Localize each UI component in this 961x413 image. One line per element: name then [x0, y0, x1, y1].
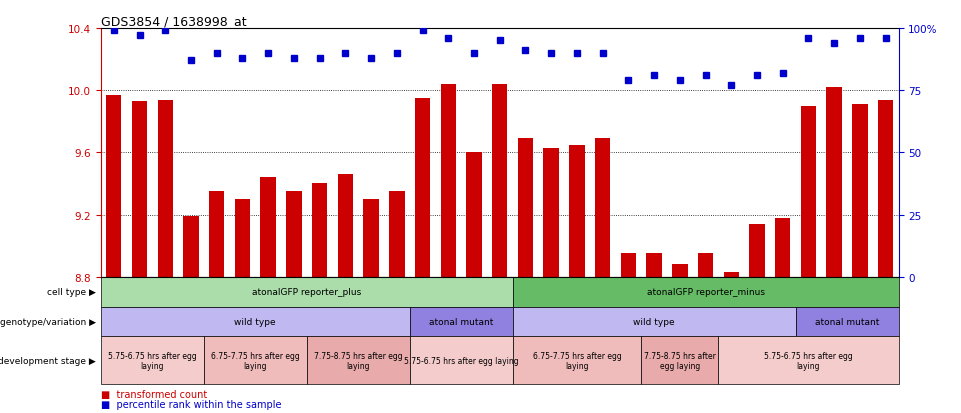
Text: 7.75-8.75 hrs after egg
laying: 7.75-8.75 hrs after egg laying — [314, 351, 403, 370]
Bar — [440, 85, 456, 277]
Text: wild type: wild type — [633, 317, 675, 326]
Text: wild type: wild type — [234, 317, 276, 326]
Bar — [750, 224, 765, 277]
Bar — [569, 145, 584, 277]
Text: atonal mutant: atonal mutant — [429, 317, 493, 326]
Bar — [595, 139, 610, 277]
Text: 5.75-6.75 hrs after egg
laying: 5.75-6.75 hrs after egg laying — [764, 351, 852, 370]
Bar — [492, 85, 507, 277]
Text: GDS3854 / 1638998_at: GDS3854 / 1638998_at — [101, 15, 247, 28]
Bar — [512, 337, 641, 384]
Bar — [234, 199, 250, 277]
Bar — [512, 307, 796, 337]
Bar — [544, 148, 559, 277]
Bar — [409, 307, 512, 337]
Bar — [101, 307, 409, 337]
Text: 5.75-6.75 hrs after egg
laying: 5.75-6.75 hrs after egg laying — [108, 351, 197, 370]
Text: 7.75-8.75 hrs after
egg laying: 7.75-8.75 hrs after egg laying — [644, 351, 716, 370]
Bar — [209, 192, 225, 277]
Bar — [312, 184, 328, 277]
Bar — [415, 99, 431, 277]
Bar — [106, 96, 121, 277]
Bar — [852, 105, 868, 277]
Bar — [307, 337, 409, 384]
Bar — [158, 100, 173, 277]
Text: 6.75-7.75 hrs after egg
laying: 6.75-7.75 hrs after egg laying — [210, 351, 300, 370]
Text: development stage ▶: development stage ▶ — [0, 356, 96, 365]
Bar — [672, 265, 687, 277]
Bar — [204, 337, 307, 384]
Bar — [260, 178, 276, 277]
Bar — [826, 88, 842, 277]
Bar — [801, 107, 816, 277]
Text: atonalGFP reporter_minus: atonalGFP reporter_minus — [647, 287, 765, 297]
Bar — [466, 153, 481, 277]
Text: 6.75-7.75 hrs after egg
laying: 6.75-7.75 hrs after egg laying — [532, 351, 621, 370]
Bar — [132, 102, 147, 277]
Text: ■  percentile rank within the sample: ■ percentile rank within the sample — [101, 399, 282, 409]
Bar — [775, 218, 791, 277]
Bar — [184, 217, 199, 277]
Bar — [647, 254, 662, 277]
Bar — [101, 277, 512, 307]
Bar — [512, 277, 899, 307]
Bar — [409, 337, 512, 384]
Bar — [518, 139, 533, 277]
Bar — [101, 337, 204, 384]
Text: 5.75-6.75 hrs after egg laying: 5.75-6.75 hrs after egg laying — [404, 356, 518, 365]
Bar — [621, 254, 636, 277]
Bar — [878, 100, 894, 277]
Bar — [796, 307, 899, 337]
Text: atonalGFP reporter_plus: atonalGFP reporter_plus — [252, 287, 361, 297]
Bar — [363, 199, 379, 277]
Text: cell type ▶: cell type ▶ — [47, 287, 96, 297]
Bar — [337, 175, 353, 277]
Bar — [698, 254, 713, 277]
Bar — [286, 192, 302, 277]
Bar — [389, 192, 405, 277]
Bar — [719, 337, 899, 384]
Bar — [724, 273, 739, 277]
Text: genotype/variation ▶: genotype/variation ▶ — [0, 317, 96, 326]
Text: atonal mutant: atonal mutant — [815, 317, 879, 326]
Bar — [641, 337, 719, 384]
Text: ■  transformed count: ■ transformed count — [101, 389, 208, 399]
